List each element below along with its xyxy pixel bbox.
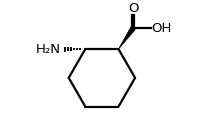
Text: H₂N: H₂N xyxy=(36,43,61,56)
Text: OH: OH xyxy=(152,22,172,35)
Text: O: O xyxy=(128,2,138,15)
Polygon shape xyxy=(119,27,135,49)
